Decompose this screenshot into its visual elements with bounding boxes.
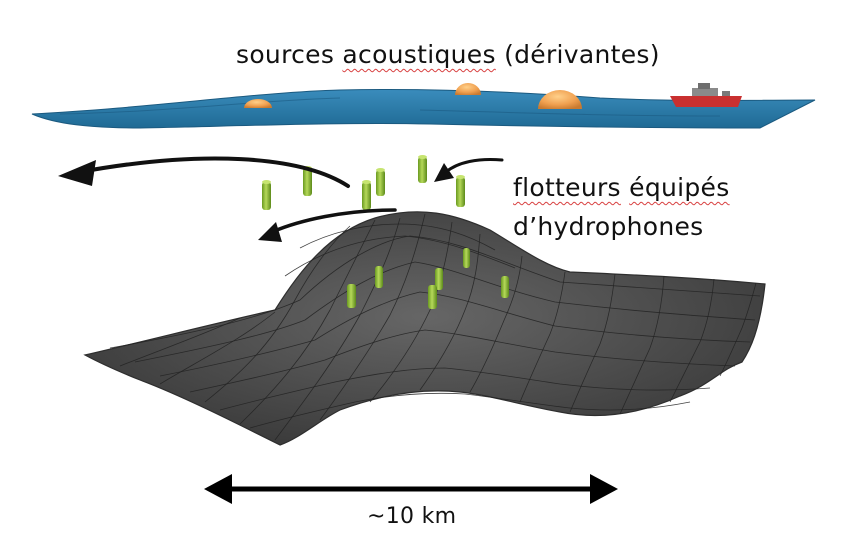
floats-label-word-2: équipés	[629, 173, 730, 202]
drift-arrows	[58, 156, 504, 242]
hydrophone-float	[362, 180, 371, 210]
sources-label: sources acoustiques (dérivantes)	[236, 40, 660, 69]
scale-arrowhead-left	[204, 474, 232, 504]
hydrophone-floats-deep	[347, 248, 509, 309]
hydrophone-float	[456, 175, 465, 207]
drift-arrow-upper-left	[78, 156, 350, 188]
sources-label-word-2: acoustiques	[342, 40, 496, 69]
sea-surface	[31, 88, 816, 129]
hydrophone-floats-water	[262, 155, 465, 210]
arrowhead	[434, 163, 454, 182]
sources-label-word-1: sources	[236, 40, 335, 69]
hydrophone-float	[428, 285, 437, 309]
drift-arrow-middle	[270, 208, 397, 234]
hydrophone-float	[435, 268, 443, 290]
floats-label-line-1: flotteurs équipés	[513, 173, 730, 202]
acoustic-source-2	[455, 83, 481, 95]
acoustic-source-1	[244, 99, 272, 108]
hydrophone-float	[375, 266, 383, 288]
hydrophone-float	[463, 248, 470, 268]
scale-arrowhead-right	[590, 474, 618, 504]
floats-label-word-1: flotteurs	[513, 173, 621, 202]
acoustic-source-3	[538, 90, 582, 109]
drift-arrow-upper-right	[444, 158, 504, 174]
hydrophone-float	[501, 276, 509, 298]
arrowhead	[58, 160, 96, 186]
hydrophone-float	[418, 155, 427, 183]
hydrophone-float	[376, 168, 385, 196]
floats-label-line-2: d’hydrophones	[513, 212, 704, 241]
scale-label: ~10 km	[367, 504, 457, 529]
scale-bar	[204, 474, 618, 504]
seafloor	[83, 211, 766, 446]
ship	[670, 83, 742, 107]
hydrophone-float	[262, 180, 271, 210]
arrowhead	[258, 222, 282, 242]
sources-label-word-3: (dérivantes)	[504, 40, 660, 69]
hydrophone-float	[347, 284, 356, 308]
acoustic-sources	[244, 83, 582, 109]
